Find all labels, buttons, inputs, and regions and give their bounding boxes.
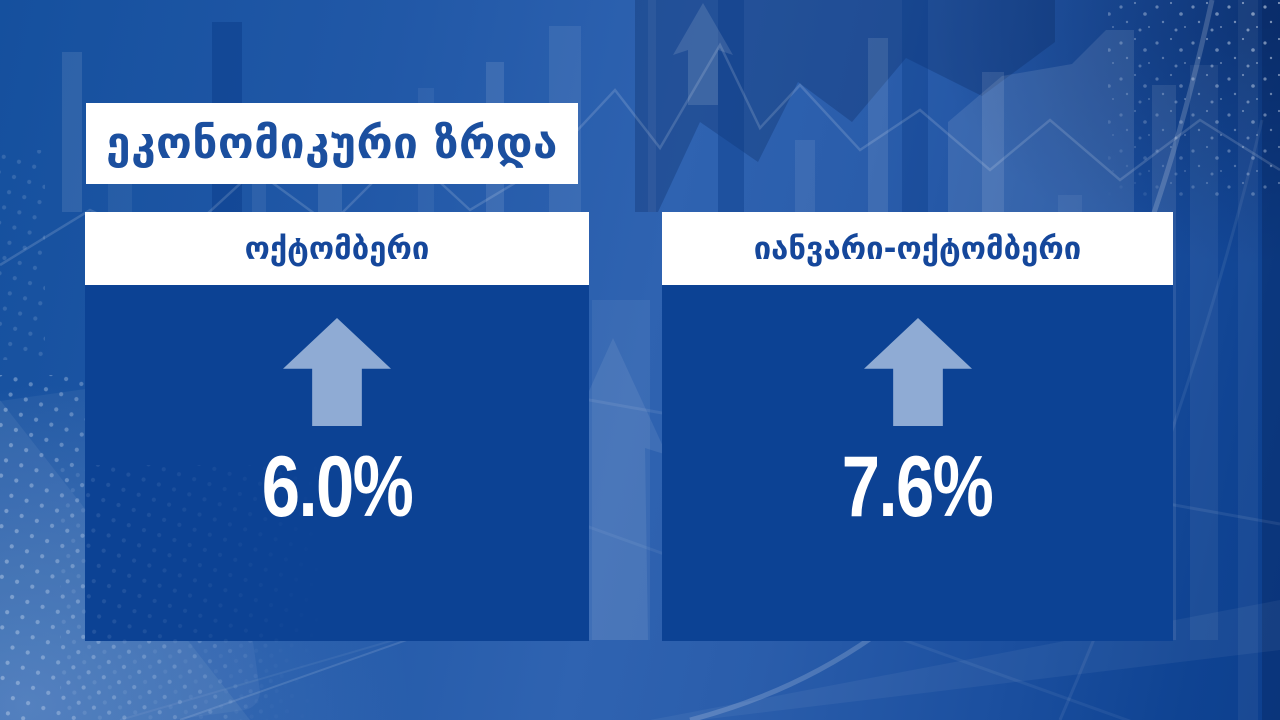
star-dots-pattern	[1108, 0, 1280, 200]
card-body: 6.0%	[85, 285, 589, 641]
arrow-up-icon	[863, 318, 972, 426]
background-arrow-up	[673, 3, 733, 105]
plateau-shape	[948, 30, 1134, 212]
card-period-label: ოქტომბერი	[244, 230, 430, 267]
card-period-header: ოქტომბერი	[85, 212, 589, 285]
mountain-silhouette	[635, 0, 1055, 212]
stat-card-october: ოქტომბერი 6.0%	[85, 212, 589, 641]
card-period-label: იანვარი-ოქტომბერი	[753, 230, 1082, 267]
arrow-up-icon	[283, 318, 391, 426]
stat-value: 6.0%	[261, 439, 414, 535]
stat-card-january-october: იანვარი-ოქტომბერი 7.6%	[662, 212, 1173, 641]
card-period-header: იანვარი-ოქტომბერი	[662, 212, 1173, 285]
card-body: 7.6%	[662, 285, 1173, 641]
stat-value: 7.6%	[842, 439, 994, 535]
title-box: ეკონომიკური ზრდა	[86, 103, 578, 184]
dot-grid-pattern-small	[0, 150, 45, 360]
page-title: ეკონომიკური ზრდა	[106, 118, 558, 169]
